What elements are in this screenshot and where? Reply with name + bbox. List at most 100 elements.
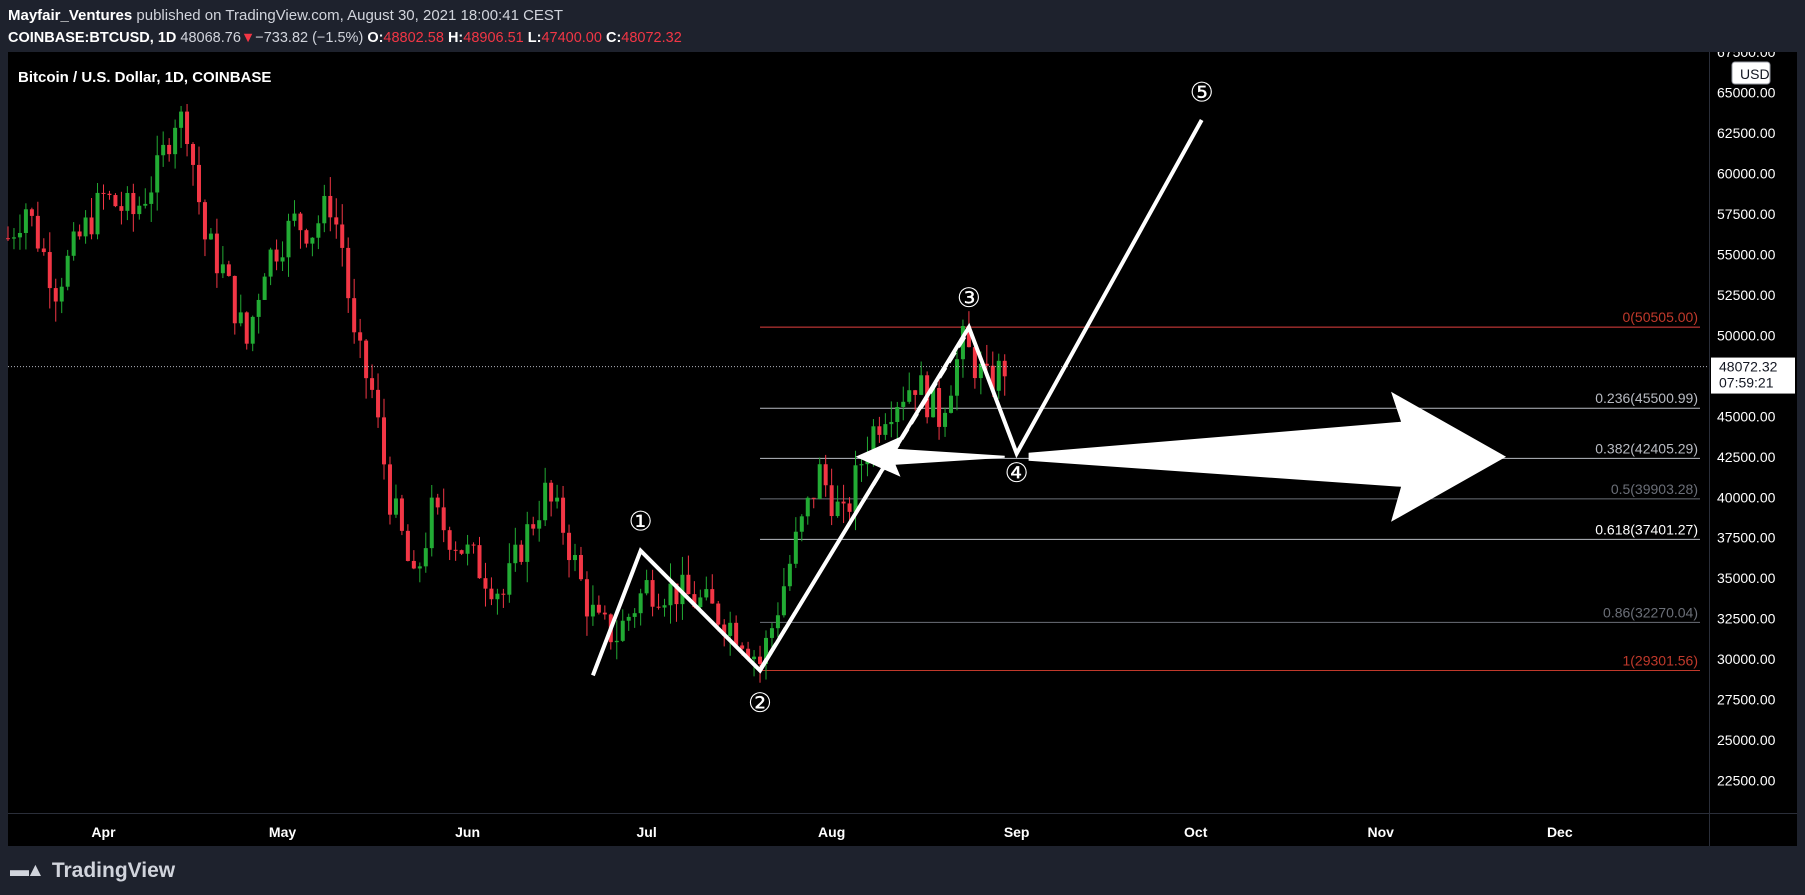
- candle-body: [996, 360, 1001, 391]
- last-price-label: 48072.32: [1719, 359, 1778, 375]
- candle-body: [668, 583, 673, 606]
- candle-body: [829, 485, 834, 517]
- candle-body: [716, 603, 721, 625]
- candle-body: [531, 524, 536, 529]
- candle-body: [202, 202, 207, 240]
- close-value: 48072.32: [621, 30, 682, 46]
- candle-body: [298, 213, 303, 231]
- candle-body: [41, 248, 46, 253]
- tradingview-logo-icon: ▬▲: [10, 860, 45, 881]
- candle-body: [167, 144, 172, 155]
- candle-body: [752, 656, 757, 660]
- candle-body: [435, 497, 440, 508]
- candle-body: [286, 220, 291, 258]
- candle-body: [943, 412, 948, 427]
- candle-body: [949, 395, 954, 413]
- candle-body: [6, 238, 10, 240]
- candle-body: [740, 645, 745, 649]
- candle-body: [590, 604, 595, 617]
- price-chart[interactable]: Bitcoin / U.S. Dollar, 1D, COINBASE 67500…: [0, 52, 1805, 848]
- candle-body: [549, 482, 554, 502]
- candle-body: [620, 620, 625, 641]
- candle-body: [811, 497, 816, 499]
- x-tick-label: Apr: [91, 824, 116, 840]
- candle-body: [919, 375, 924, 395]
- fib-level-label: 0(50505.00): [1622, 309, 1698, 325]
- candle-body: [47, 252, 52, 289]
- candle-body: [931, 388, 936, 418]
- candle-body: [746, 648, 751, 660]
- wave-label: ③: [957, 283, 981, 314]
- candle-body: [728, 622, 733, 636]
- candle-body: [710, 589, 715, 604]
- candle-body: [567, 532, 572, 561]
- candle-body: [256, 299, 261, 317]
- candle-body: [913, 390, 918, 395]
- candle-body: [358, 332, 363, 341]
- candle-body: [907, 390, 912, 402]
- candle-body: [602, 612, 607, 615]
- y-tick-label: 67500.00: [1717, 52, 1776, 60]
- candle-body: [698, 597, 703, 608]
- y-tick-label: 65000.00: [1717, 84, 1776, 100]
- brand-text: TradingView: [51, 859, 176, 882]
- footer-bar: ▬▲ TradingView: [0, 848, 1805, 895]
- candle-body: [937, 388, 942, 427]
- candle-body: [268, 249, 273, 277]
- candle-body: [680, 574, 685, 605]
- candle-body: [650, 580, 655, 607]
- candle-body: [763, 637, 768, 664]
- y-tick-label: 30000.00: [1717, 651, 1776, 667]
- arrow-left-shape: [855, 436, 1005, 477]
- candle-body: [376, 389, 381, 418]
- candle-body: [382, 417, 387, 465]
- candle-body: [847, 503, 852, 512]
- candle-body: [489, 588, 494, 600]
- candle-body: [674, 583, 679, 605]
- candle-body: [316, 223, 321, 238]
- candle-body: [984, 363, 989, 366]
- candle-body: [578, 555, 583, 580]
- candle-body: [262, 276, 267, 300]
- candle-body: [143, 203, 148, 206]
- currency-label: USD: [1740, 66, 1770, 82]
- author-name[interactable]: Mayfair_Ventures: [8, 7, 133, 24]
- candle-body: [966, 325, 971, 348]
- candle-body: [686, 574, 691, 595]
- x-tick-label: Jun: [455, 824, 480, 840]
- candle-body: [399, 498, 404, 531]
- chart-title: Bitcoin / U.S. Dollar, 1D, COINBASE: [18, 69, 271, 86]
- candle-body: [149, 192, 154, 204]
- candle-body: [895, 406, 900, 422]
- candle-body: [859, 464, 864, 466]
- candle-body: [107, 193, 112, 196]
- low-value: 47400.00: [541, 30, 602, 46]
- y-tick-label: 37500.00: [1717, 530, 1776, 546]
- price-change: −733.82 (−1.5%): [255, 30, 364, 46]
- candle-body: [573, 555, 577, 561]
- candle-body: [214, 233, 219, 274]
- candle-body: [805, 497, 810, 517]
- candle-body: [823, 464, 828, 486]
- tradingview-brand[interactable]: ▬▲ TradingView: [10, 859, 175, 883]
- x-tick-label: May: [269, 824, 296, 840]
- candle-body: [244, 312, 249, 344]
- candle-body: [561, 497, 566, 533]
- candle-body: [477, 545, 482, 579]
- y-tick-label: 45000.00: [1717, 408, 1776, 424]
- candle-body: [59, 286, 64, 302]
- candle-body: [632, 613, 637, 617]
- candle-body: [83, 217, 88, 237]
- arrow-right-shape: [1028, 391, 1507, 522]
- candle-body: [644, 580, 649, 594]
- high-label: H:: [447, 30, 464, 46]
- fib-level-label: 0.5(39903.28): [1611, 481, 1698, 497]
- countdown-label: 07:59:21: [1719, 375, 1774, 391]
- high-value: 48906.51: [463, 30, 524, 46]
- candle-body: [95, 192, 100, 235]
- candle-body: [441, 507, 446, 531]
- y-tick-label: 42500.00: [1717, 449, 1776, 465]
- candle-body: [131, 192, 136, 215]
- candle-body: [459, 550, 464, 554]
- low-label: L:: [527, 30, 542, 46]
